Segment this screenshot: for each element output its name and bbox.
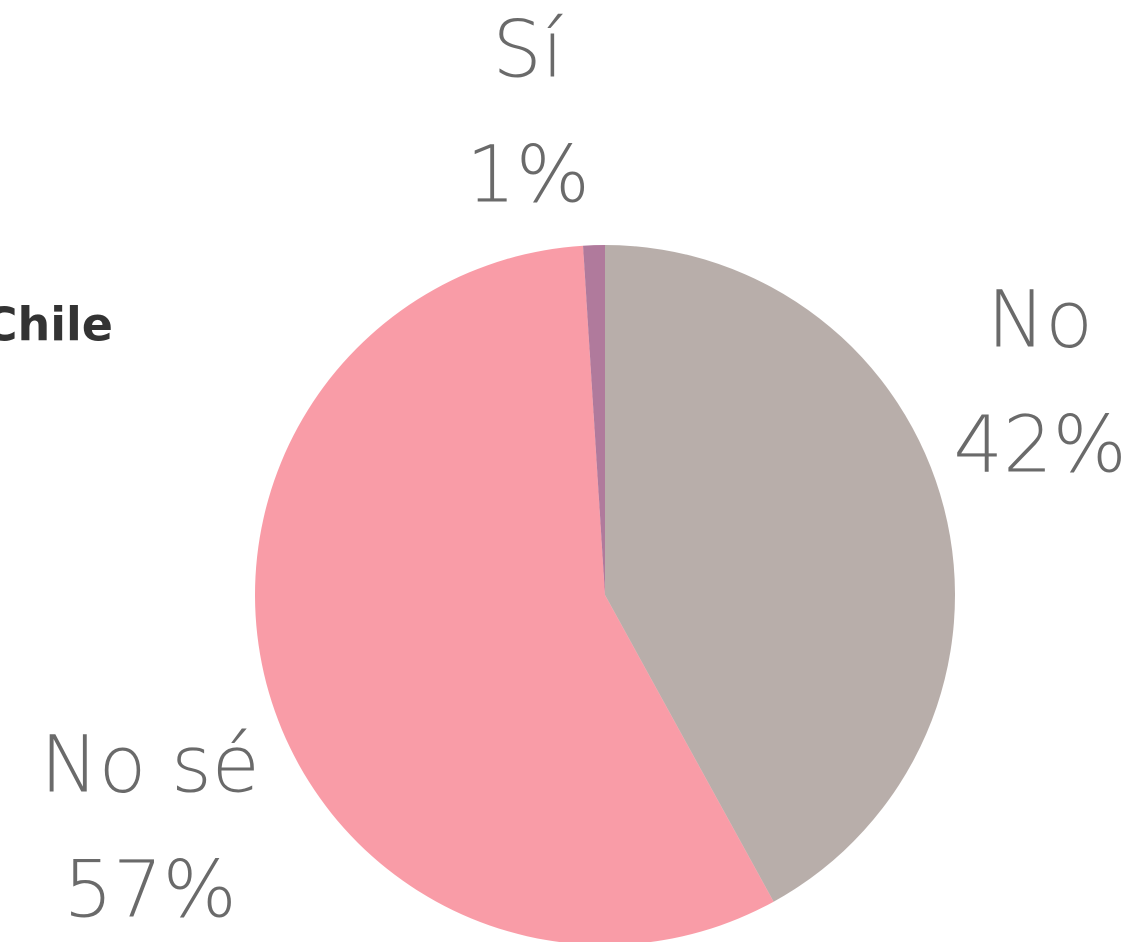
- value-label: 42%: [953, 401, 1126, 491]
- value-label: 1%: [466, 131, 590, 221]
- pie-slice: [255, 245, 774, 942]
- value-label: 57%: [63, 846, 236, 936]
- slice-label: Sí: [492, 6, 564, 96]
- slice-label: No sé: [40, 721, 260, 811]
- pie-slice: [605, 245, 955, 902]
- slice-label: No: [987, 276, 1093, 366]
- chart-title: Chile: [0, 298, 113, 352]
- pie-slice: [583, 245, 605, 595]
